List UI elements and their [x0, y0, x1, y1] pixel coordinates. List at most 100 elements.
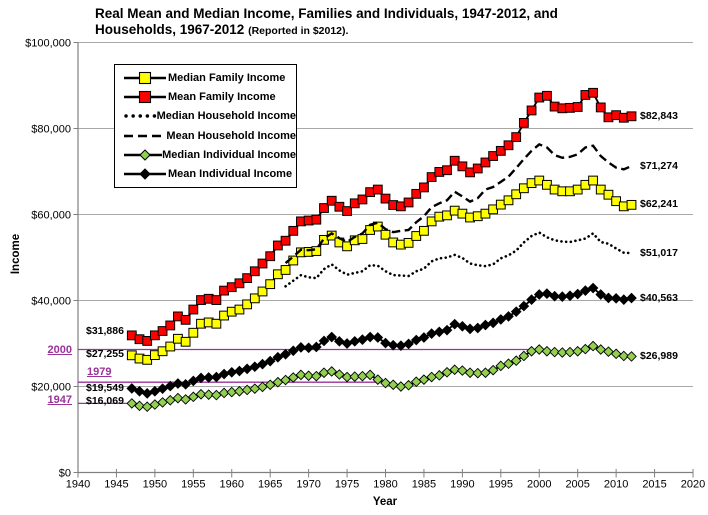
marker-mean_individual	[172, 378, 184, 389]
marker-median_individual	[149, 399, 161, 410]
marker-mean_individual	[610, 293, 622, 304]
marker-median_individual	[603, 346, 614, 358]
marker-median_family	[249, 293, 260, 304]
legend-label: Mean Individual Income	[168, 168, 293, 181]
marker-mean_individual	[310, 341, 322, 353]
marker-mean_family	[319, 203, 329, 213]
x-axis-title: Year	[372, 496, 398, 508]
marker-median_individual	[349, 371, 361, 382]
marker-mean_individual	[380, 337, 391, 349]
marker-median_family	[342, 241, 352, 252]
marker-median_individual	[357, 370, 368, 382]
marker-median_individual	[610, 348, 622, 360]
marker-median_individual	[257, 381, 268, 393]
marker-mean_family	[357, 194, 368, 205]
marker-median_individual	[334, 369, 345, 380]
marker-median_individual	[195, 388, 207, 400]
marker-mean_individual	[318, 335, 330, 347]
marker-mean_individual	[449, 318, 461, 330]
legend-label: Median Individual Income	[162, 148, 296, 161]
marker-mean_individual	[503, 311, 514, 322]
marker-median_family	[626, 199, 637, 210]
x-tick-label: 1965	[258, 479, 282, 491]
series-line-median_household	[284, 231, 633, 288]
marker-mean_individual	[341, 338, 353, 349]
marker-mean_family	[488, 151, 499, 161]
marker-mean_family	[419, 182, 429, 193]
marker-median_family	[234, 304, 245, 315]
marker-mean_family	[257, 258, 268, 269]
y-tick-label: $0	[59, 467, 71, 479]
marker-mean_individual	[264, 355, 276, 367]
marker-mean_individual	[364, 331, 376, 343]
y-tick-label: $60,000	[31, 209, 71, 221]
marker-mean_family	[280, 235, 291, 246]
marker-median_individual	[134, 400, 145, 412]
marker-mean_family	[326, 195, 337, 206]
marker-median_individual	[595, 344, 607, 355]
marker-mean_individual	[433, 326, 445, 338]
legend-item: Median Household Income	[122, 108, 296, 125]
marker-mean_family	[495, 145, 506, 156]
x-tick-label: 1960	[220, 479, 244, 491]
marker-mean_individual	[526, 294, 537, 305]
marker-median_individual	[556, 347, 568, 358]
marker-mean_individual	[164, 380, 176, 392]
marker-mean_individual	[126, 383, 138, 394]
y-tick-label: $40,000	[31, 295, 71, 307]
marker-median_individual	[572, 345, 584, 357]
marker-mean_individual	[272, 351, 284, 363]
x-tick-label: 1990	[450, 479, 474, 491]
marker-mean_individual	[295, 342, 307, 353]
y-tick-label: $100,000	[25, 37, 71, 49]
x-tick-label: 2000	[527, 479, 551, 491]
start-value-label: $19,549	[86, 381, 124, 394]
marker-median_family	[595, 184, 606, 195]
marker-mean_family	[449, 155, 460, 166]
legend-swatch-mean_family	[124, 90, 166, 104]
marker-mean_individual	[357, 334, 368, 345]
reference-year-label: 1979	[87, 365, 112, 378]
legend-label: Median Household Income	[156, 110, 296, 123]
marker-mean_individual	[487, 317, 499, 329]
marker-median_individual	[533, 344, 545, 355]
marker-median_individual	[387, 379, 399, 391]
marker-median_individual	[495, 360, 507, 372]
marker-mean_individual	[518, 300, 530, 312]
marker-median_family	[165, 341, 176, 352]
marker-median_individual	[518, 350, 530, 362]
marker-median_individual	[295, 369, 307, 381]
marker-median_individual	[457, 365, 468, 376]
end-value-label: $71,274	[640, 159, 678, 172]
marker-mean_individual	[403, 338, 414, 350]
marker-median_individual	[280, 374, 291, 386]
marker-mean_individual	[349, 336, 361, 347]
marker-median_individual	[310, 370, 322, 382]
reference-year-label: 1947	[47, 394, 72, 407]
marker-mean_individual	[580, 285, 591, 296]
marker-mean_individual	[203, 372, 215, 383]
x-tick-label: 1945	[104, 479, 128, 491]
marker-median_individual	[441, 366, 453, 378]
marker-mean_individual	[149, 385, 161, 397]
marker-mean_individual	[549, 290, 560, 302]
chart-title: Real Mean and Median Income, Families an…	[95, 6, 695, 39]
x-tick-label: 2020	[681, 479, 705, 491]
marker-mean_individual	[618, 294, 630, 305]
marker-median_family	[411, 231, 422, 241]
y-tick-label: $80,000	[31, 123, 71, 135]
marker-median_individual	[449, 364, 461, 376]
marker-median_individual	[234, 385, 245, 397]
marker-median_individual	[287, 372, 299, 383]
marker-mean_family	[411, 188, 422, 199]
marker-mean_family	[180, 314, 191, 325]
x-tick-label: 2010	[604, 479, 628, 491]
chart-title-line2: Households, 1967-2012 (Reported in $2012…	[95, 22, 349, 37]
marker-mean_individual	[372, 332, 384, 343]
marker-median_individual	[487, 364, 499, 376]
marker-median_individual	[203, 389, 215, 401]
marker-mean_individual	[249, 361, 261, 373]
marker-median_individual	[626, 351, 637, 362]
start-value-label: $27,255	[86, 347, 124, 360]
marker-mean_family	[472, 163, 483, 174]
